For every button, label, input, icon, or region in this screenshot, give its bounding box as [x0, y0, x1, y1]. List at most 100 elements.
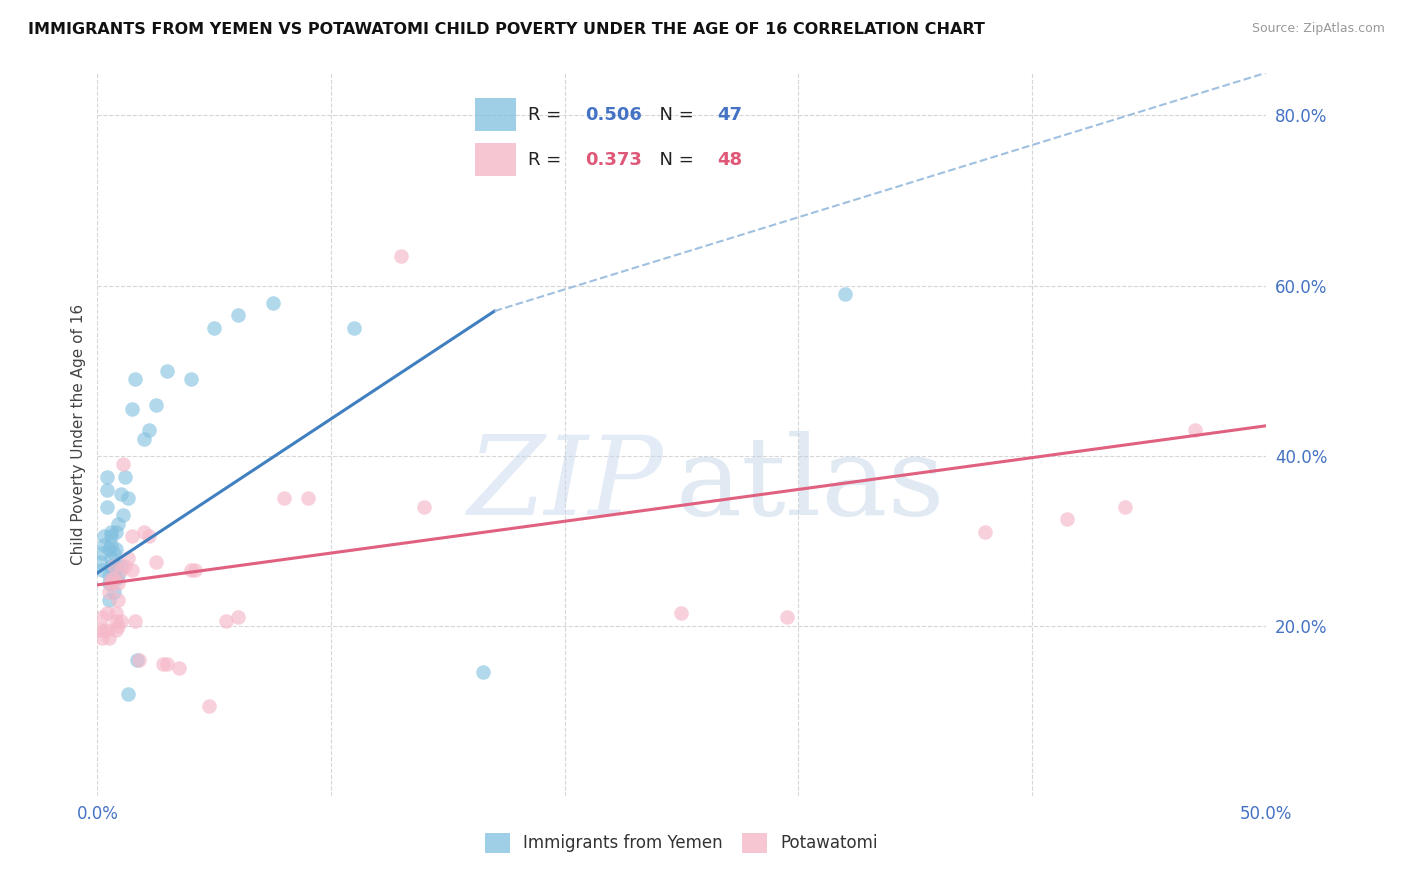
Point — [89, 623, 111, 637]
Point — [1184, 423, 1206, 437]
Point — [96, 606, 118, 620]
Point — [112, 508, 135, 523]
Bar — [475, 98, 516, 131]
Point — [1114, 500, 1136, 514]
Point — [110, 563, 132, 577]
Point — [96, 500, 118, 514]
Legend: Immigrants from Yemen, Potawatomi: Immigrants from Yemen, Potawatomi — [478, 826, 884, 860]
Point — [98, 632, 121, 646]
Point — [98, 542, 121, 557]
Point — [471, 665, 494, 680]
Point — [121, 563, 143, 577]
Point — [215, 615, 238, 629]
Point — [107, 593, 129, 607]
Point — [112, 457, 135, 471]
Point — [110, 487, 132, 501]
Point — [167, 661, 190, 675]
Point — [1056, 512, 1078, 526]
Point — [110, 615, 132, 629]
Bar — [475, 144, 516, 176]
Point — [297, 491, 319, 505]
Point — [100, 576, 122, 591]
Text: 0.373: 0.373 — [585, 151, 643, 169]
Point — [202, 321, 225, 335]
Point — [91, 563, 114, 577]
Point — [125, 653, 148, 667]
Point — [128, 653, 150, 667]
Point — [100, 529, 122, 543]
Point — [107, 576, 129, 591]
Point — [114, 470, 136, 484]
Point — [91, 610, 114, 624]
Point — [100, 538, 122, 552]
Point — [105, 525, 128, 540]
Point — [110, 559, 132, 574]
Text: N =: N = — [648, 105, 700, 123]
Point — [262, 295, 284, 310]
Text: N =: N = — [648, 151, 700, 169]
Text: 0.506: 0.506 — [585, 105, 643, 123]
Point — [121, 401, 143, 416]
Point — [413, 500, 436, 514]
Point — [96, 470, 118, 484]
Point — [117, 550, 139, 565]
Text: R =: R = — [529, 151, 568, 169]
Point — [107, 618, 129, 632]
Text: ZIP: ZIP — [468, 431, 664, 539]
Point — [91, 632, 114, 646]
Text: IMMIGRANTS FROM YEMEN VS POTAWATOMI CHILD POVERTY UNDER THE AGE OF 16 CORRELATIO: IMMIGRANTS FROM YEMEN VS POTAWATOMI CHIL… — [28, 22, 986, 37]
Text: 48: 48 — [717, 151, 742, 169]
Point — [389, 249, 412, 263]
Point — [89, 555, 111, 569]
Point — [93, 538, 115, 552]
Point — [105, 615, 128, 629]
Point — [226, 309, 249, 323]
Point — [273, 491, 295, 505]
Point — [343, 321, 366, 335]
Text: 47: 47 — [717, 105, 742, 123]
Point — [100, 572, 122, 586]
Point — [156, 657, 179, 671]
Point — [121, 529, 143, 543]
Point — [105, 623, 128, 637]
Point — [98, 593, 121, 607]
Point — [96, 483, 118, 497]
Point — [145, 555, 167, 569]
Point — [103, 584, 125, 599]
Point — [103, 572, 125, 586]
Point — [100, 559, 122, 574]
Point — [105, 606, 128, 620]
Point — [138, 529, 160, 543]
Point — [671, 606, 693, 620]
Point — [117, 491, 139, 505]
Point — [124, 615, 146, 629]
Point — [100, 550, 122, 565]
Point — [834, 287, 856, 301]
Point — [103, 559, 125, 574]
Point — [91, 546, 114, 560]
Point — [184, 563, 207, 577]
Point — [103, 546, 125, 560]
Point — [132, 432, 155, 446]
Point — [198, 699, 221, 714]
Point — [974, 525, 997, 540]
Point — [107, 516, 129, 531]
Point — [100, 525, 122, 540]
Point — [132, 525, 155, 540]
Point — [124, 372, 146, 386]
Text: atlas: atlas — [676, 432, 945, 539]
Point — [93, 529, 115, 543]
Point — [105, 559, 128, 574]
Point — [180, 372, 202, 386]
Point — [775, 610, 797, 624]
Point — [145, 398, 167, 412]
Point — [180, 563, 202, 577]
Point — [105, 542, 128, 557]
Point — [96, 623, 118, 637]
Point — [138, 423, 160, 437]
Point — [105, 572, 128, 586]
Text: Source: ZipAtlas.com: Source: ZipAtlas.com — [1251, 22, 1385, 36]
Point — [226, 610, 249, 624]
Point — [156, 363, 179, 377]
Point — [98, 576, 121, 591]
